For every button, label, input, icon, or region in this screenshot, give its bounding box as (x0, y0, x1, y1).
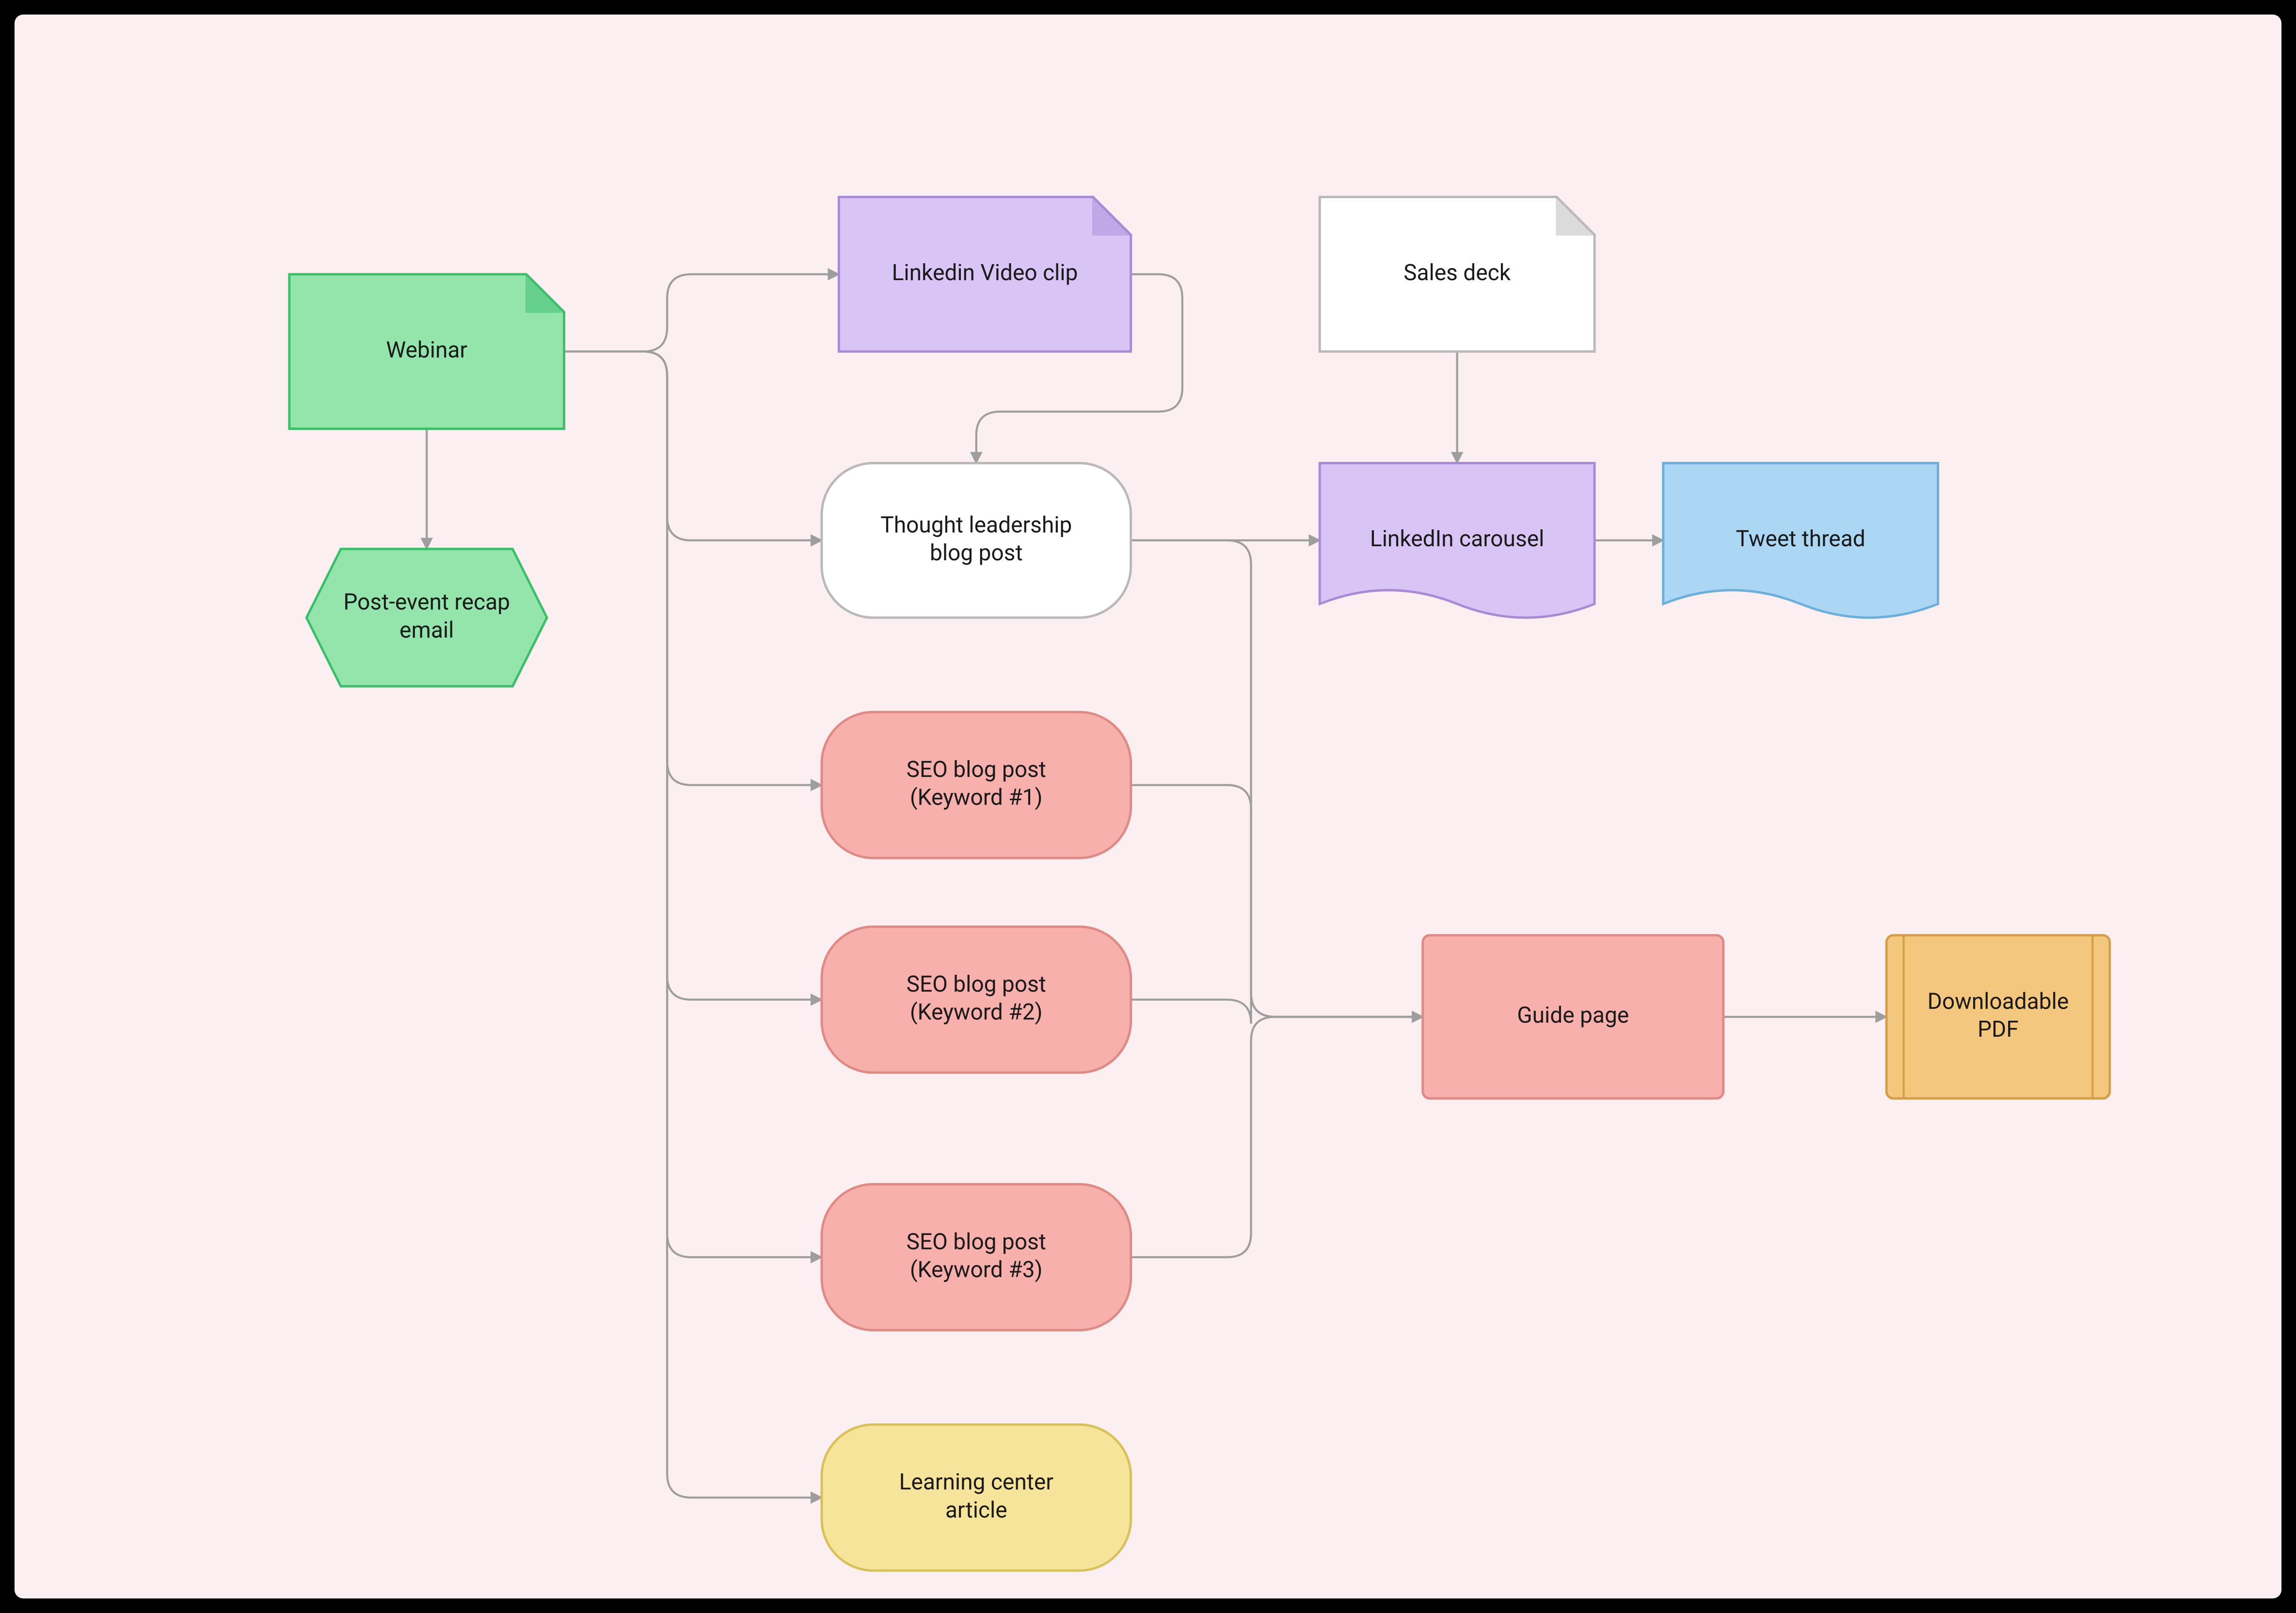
node-label: SEO blog post (907, 1229, 1046, 1255)
edge-seo2-to-guide (1131, 993, 1423, 1024)
diagram-canvas: Webinar Post-event recapemail Linkedin Vid… (15, 15, 2281, 1598)
edge-seo1-to-guide (1131, 785, 1423, 1017)
node-label: Downloadable (1928, 988, 2069, 1014)
node-seo2[interactable]: SEO blog post(Keyword #2) (822, 927, 1131, 1073)
edge-thought-to-guide (1131, 540, 1423, 1017)
node-label: (Keyword #1) (910, 785, 1043, 811)
flowchart-svg: Webinar Post-event recapemail Linkedin Vid… (15, 15, 2281, 1598)
node-label: email (399, 617, 454, 643)
node-seo3[interactable]: SEO blog post(Keyword #3) (822, 1184, 1131, 1330)
node-label: SEO blog post (907, 757, 1046, 783)
node-label: Sales deck (1403, 260, 1511, 286)
node-label: (Keyword #2) (910, 999, 1043, 1025)
node-label: Post-event recap (343, 589, 510, 616)
node-licarousel[interactable]: LinkedIn carousel (1320, 463, 1594, 618)
node-tweet[interactable]: Tweet thread (1663, 463, 1938, 618)
edge-webinar-to-learning (564, 351, 822, 1498)
node-label: SEO blog post (907, 971, 1046, 997)
node-label: Learning center (899, 1469, 1053, 1495)
node-pdf[interactable]: DownloadablePDF (1886, 935, 2110, 1099)
node-label: (Keyword #3) (910, 1257, 1043, 1283)
node-label: Linkedin Video clip (892, 260, 1078, 286)
node-seo1[interactable]: SEO blog post(Keyword #1) (822, 712, 1131, 858)
node-label: Guide page (1517, 1002, 1629, 1028)
edge-webinar-to-seo3 (564, 351, 822, 1257)
node-livideo[interactable]: Linkedin Video clip (839, 197, 1131, 351)
edge-seo3-to-guide (1131, 1017, 1423, 1257)
nodes-group: Webinar Post-event recapemail Linkedin Vid… (289, 197, 2110, 1570)
node-label: Tweet thread (1736, 526, 1866, 552)
edges-group (427, 274, 1886, 1498)
node-learning[interactable]: Learning centerarticle (822, 1424, 1131, 1570)
node-label: Webinar (386, 337, 467, 363)
edge-webinar-to-thought (564, 351, 822, 540)
page-frame: Webinar Post-event recapemail Linkedin Vid… (0, 0, 2296, 1613)
node-label: Thought leadership (880, 512, 1072, 538)
node-label: blog post (930, 540, 1023, 566)
node-webinar[interactable]: Webinar (289, 274, 564, 429)
edge-webinar-to-livideo (564, 274, 839, 351)
node-recap[interactable]: Post-event recapemail (306, 549, 547, 686)
node-salesdeck[interactable]: Sales deck (1320, 197, 1594, 351)
edge-webinar-to-seo1 (564, 351, 822, 785)
node-label: article (945, 1497, 1007, 1523)
node-thought[interactable]: Thought leadershipblog post (822, 463, 1131, 618)
node-label: PDF (1977, 1016, 2019, 1043)
edge-webinar-to-seo2 (564, 351, 822, 999)
node-label: LinkedIn carousel (1370, 526, 1544, 552)
node-guide[interactable]: Guide page (1423, 935, 1723, 1099)
